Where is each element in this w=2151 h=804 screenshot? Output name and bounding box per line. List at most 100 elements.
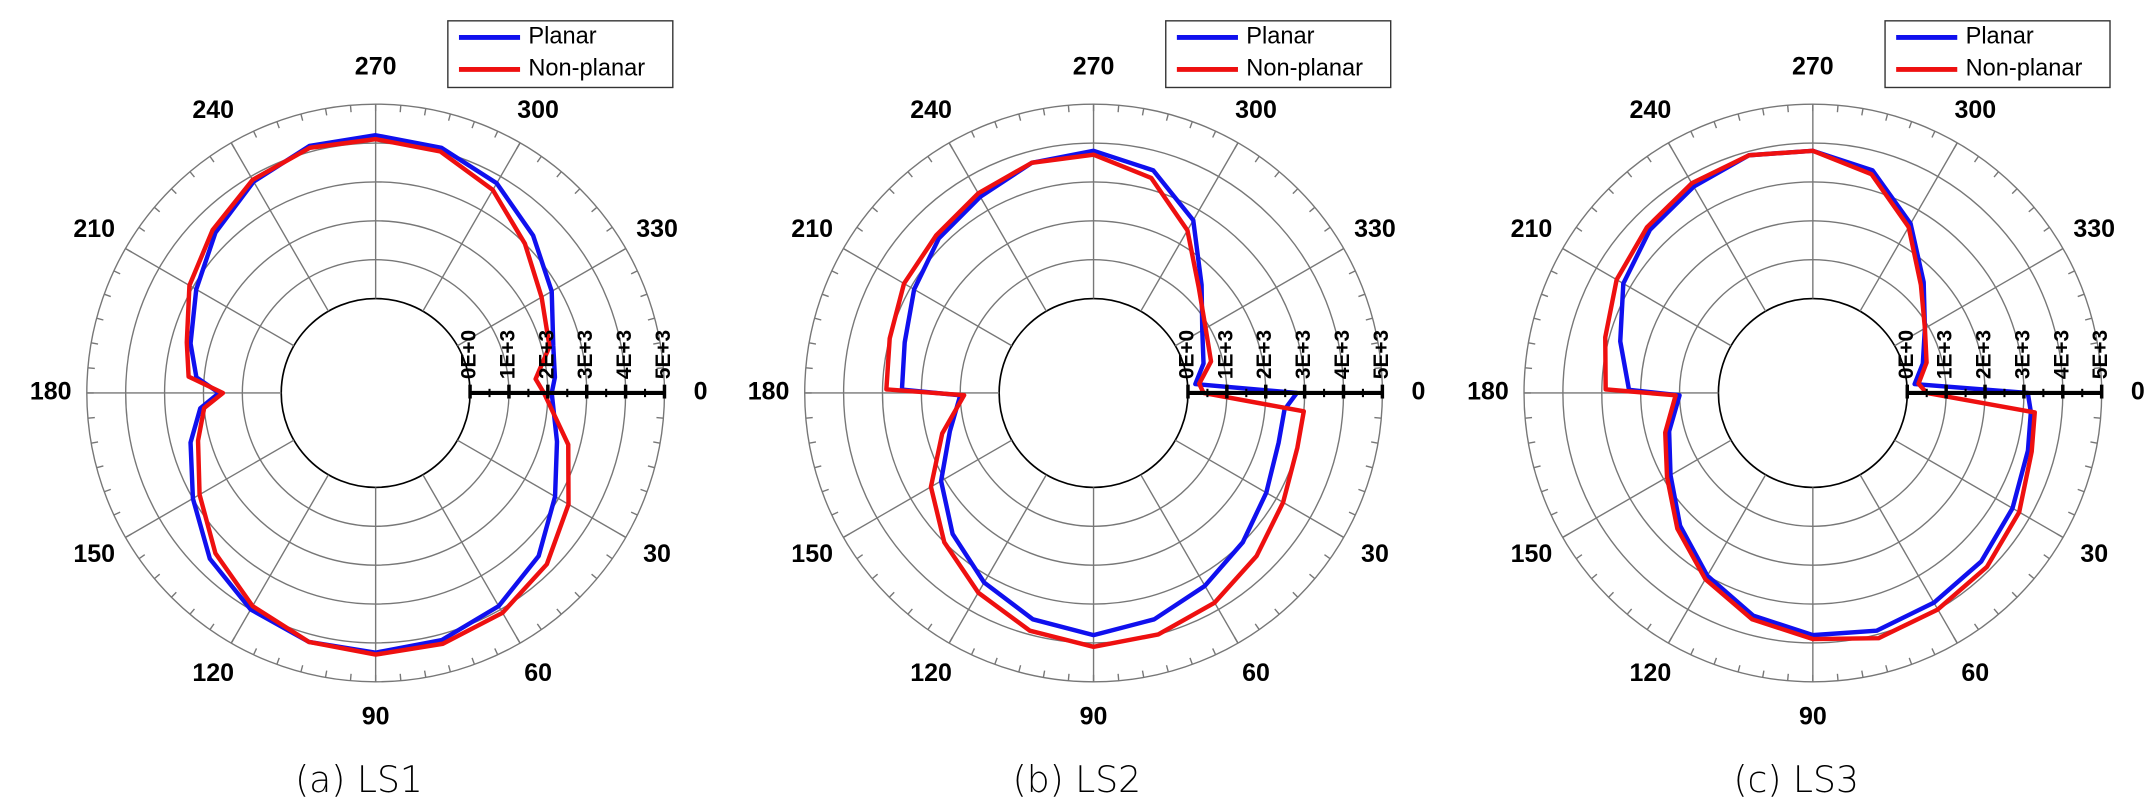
minor-tick [1212, 648, 1217, 656]
angle-label: 210 [73, 215, 115, 243]
minor-tick [1646, 623, 1652, 630]
minor-tick [640, 488, 648, 493]
minor-tick [808, 441, 817, 444]
series-line [184, 136, 571, 657]
minor-tick [1786, 105, 1789, 113]
minor-tick [300, 113, 304, 121]
angle-label: 240 [192, 96, 234, 124]
minor-tick [423, 670, 427, 678]
minor-tick [399, 105, 402, 113]
series-line [884, 152, 1307, 650]
angle-label: 30 [643, 540, 671, 568]
minor-tick [821, 488, 829, 493]
spoke [843, 439, 1013, 538]
minor-tick [907, 171, 913, 178]
angle-label: 150 [73, 540, 115, 568]
minor-tick [349, 105, 352, 113]
minor-tick [1374, 367, 1382, 370]
minor-tick [2093, 416, 2101, 419]
minor-tick [103, 293, 111, 298]
minor-tick [1533, 465, 1541, 469]
minor-tick [423, 108, 427, 116]
minor-tick [1309, 206, 1316, 213]
legend-box [447, 20, 674, 89]
minor-tick [1254, 623, 1260, 630]
minor-tick [653, 342, 661, 345]
r-tick-label: 4E+3 [2050, 330, 2073, 379]
chart-caption: (a) LS1 [295, 758, 423, 801]
minor-tick [821, 293, 829, 298]
minor-tick [1550, 511, 1558, 516]
legend-box [1884, 20, 2111, 89]
minor-tick [606, 554, 613, 560]
angle-label: 30 [2080, 540, 2108, 568]
minor-tick [471, 121, 476, 129]
minor-tick [640, 293, 648, 298]
minor-tick [138, 554, 146, 560]
minor-tick [927, 623, 933, 630]
minor-tick [1591, 206, 1598, 213]
minor-tick [536, 155, 542, 163]
minor-tick [1786, 673, 1789, 681]
spoke [1859, 474, 1958, 644]
minor-tick [276, 121, 280, 129]
minor-tick [2011, 188, 2018, 195]
minor-tick [871, 206, 879, 213]
minor-tick [556, 171, 562, 178]
minor-tick [324, 670, 328, 678]
minor-tick [1762, 108, 1765, 116]
minor-tick [276, 657, 280, 665]
r-tick-label: 1E+3 [1934, 330, 1957, 379]
minor-tick [994, 121, 998, 129]
spoke [1894, 439, 2064, 538]
r-tick-label: 2E+3 [1973, 330, 1996, 379]
minor-tick [1861, 670, 1864, 678]
minor-tick [606, 226, 613, 232]
minor-tick [2068, 511, 2075, 516]
angle-label: 300 [517, 96, 559, 124]
minor-tick [1908, 121, 1913, 129]
spoke [422, 142, 521, 312]
minor-tick [1371, 441, 1379, 444]
minor-tick [1189, 657, 1193, 665]
r-tick-label: 2E+3 [535, 330, 558, 379]
minor-tick [1324, 554, 1331, 560]
minor-tick [300, 665, 304, 673]
minor-tick [1993, 608, 2000, 615]
minor-tick [1591, 573, 1598, 580]
spoke [1140, 474, 1239, 644]
minor-tick [153, 206, 161, 213]
angle-label: 60 [524, 659, 552, 687]
minor-tick [1309, 573, 1316, 580]
minor-tick [1348, 511, 1356, 516]
angle-label: 30 [1361, 540, 1389, 568]
spoke [948, 474, 1047, 644]
minor-tick [1836, 105, 1839, 113]
minor-tick [630, 270, 638, 275]
minor-tick [814, 465, 822, 469]
spoke [125, 247, 295, 347]
minor-tick [1067, 105, 1070, 113]
spoke [1140, 142, 1239, 312]
minor-tick [2090, 342, 2098, 345]
angle-label: 90 [362, 703, 390, 731]
minor-tick [574, 188, 581, 195]
minor-tick [1931, 130, 1936, 138]
minor-tick [1348, 270, 1356, 275]
minor-tick [1067, 673, 1070, 681]
spoke [457, 439, 627, 538]
legend-label: Non-planar [1246, 56, 1363, 82]
minor-tick [1165, 665, 1169, 673]
minor-tick [1042, 108, 1046, 116]
minor-tick [1358, 488, 1366, 493]
spoke [230, 142, 330, 312]
spoke [1562, 247, 1732, 347]
minor-tick [1713, 657, 1718, 665]
r-tick-label: 0E+0 [458, 330, 481, 379]
minor-tick [888, 591, 895, 598]
minor-tick [1713, 121, 1718, 129]
spoke [1174, 439, 1345, 538]
minor-tick [349, 673, 352, 681]
r-tick-label: 0E+0 [1895, 330, 1918, 379]
